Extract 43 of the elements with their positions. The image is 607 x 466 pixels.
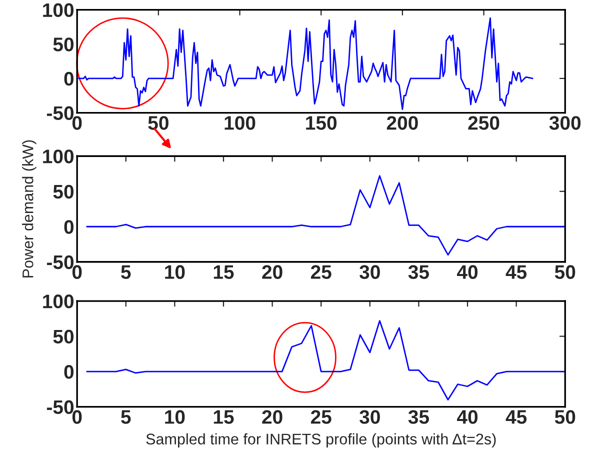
y-tick-label: -50	[46, 106, 74, 120]
x-tick-label: 150	[306, 116, 337, 130]
x-tick-label: 30	[360, 410, 380, 424]
x-tick-label: 100	[224, 116, 256, 130]
x-tick-label: 45	[506, 410, 527, 424]
x-tick-label: 50	[148, 116, 168, 130]
x-tick-label: 5	[121, 410, 131, 424]
x-tick-label: 45	[506, 265, 527, 279]
x-tick-label: 40	[456, 410, 478, 424]
line-series	[86, 175, 566, 256]
x-tick-label: 25	[310, 265, 332, 279]
x-tick-label: 30	[360, 265, 380, 279]
x-tick-label: 50	[554, 410, 576, 424]
x-tick-label: 10	[165, 265, 185, 279]
y-tick-label: 100	[43, 3, 74, 18]
y-tick-label: 50	[53, 38, 74, 52]
x-tick-label: 15	[214, 265, 234, 279]
y-tick-label: 50	[53, 184, 74, 199]
y-tick-label: 100	[43, 294, 74, 308]
x-tick-label: 50	[554, 265, 576, 279]
x-tick-label: 300	[549, 116, 581, 130]
y-tick-label: -50	[46, 400, 74, 414]
x-tick-label: 35	[408, 265, 429, 279]
x-tick-label: 5	[121, 265, 131, 279]
y-tick-label: 0	[64, 365, 74, 379]
x-axis-title: Sampled time for INRETS profile (points with Δt=2s)	[146, 433, 496, 448]
line-series	[78, 17, 534, 110]
x-tick-label: 40	[456, 265, 478, 279]
x-tick-label: 10	[165, 410, 185, 424]
y-axis-title: Power demand (kW)	[22, 140, 36, 278]
x-tick-label: 25	[310, 410, 332, 424]
x-tick-label: 20	[262, 410, 282, 424]
x-tick-label: 250	[468, 116, 500, 130]
y-tick-label: 0	[64, 220, 74, 234]
y-tick-label: 0	[64, 72, 74, 86]
line-series	[86, 320, 566, 400]
x-tick-label: 20	[262, 265, 282, 279]
x-tick-label: 200	[386, 116, 418, 130]
y-tick-label: 100	[43, 150, 74, 164]
y-tick-label: 50	[53, 330, 74, 344]
x-tick-label: 35	[408, 410, 429, 424]
x-tick-label: 15	[214, 410, 234, 424]
y-tick-label: -50	[46, 255, 74, 270]
